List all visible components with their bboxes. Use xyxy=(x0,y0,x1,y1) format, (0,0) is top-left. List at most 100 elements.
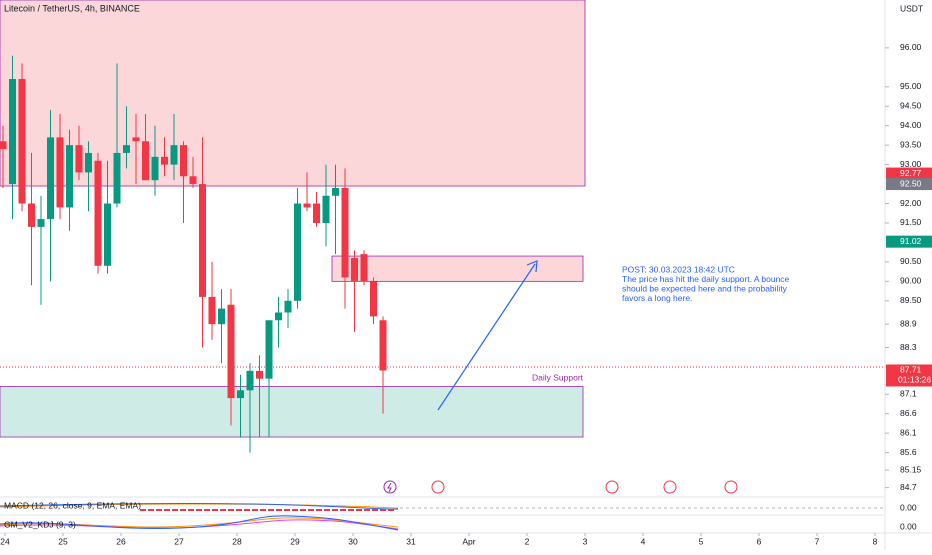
candle-body xyxy=(94,160,102,266)
candle-body xyxy=(142,141,149,181)
candle-body xyxy=(18,78,26,204)
y-tick-label: 88.3 xyxy=(900,342,917,352)
candle-body xyxy=(379,320,387,371)
candle-body xyxy=(9,78,16,185)
y-tick-label: 94.50 xyxy=(900,100,922,110)
candle-body xyxy=(284,300,292,313)
candle-body xyxy=(294,203,301,301)
x-tick-label: 7 xyxy=(815,536,820,546)
y-tick-label: 93.00 xyxy=(900,159,922,169)
x-tick-label: Apr xyxy=(462,536,475,546)
candle-body xyxy=(227,304,235,399)
candle-body xyxy=(75,145,83,173)
candle-body xyxy=(351,258,358,282)
candle-body xyxy=(37,219,45,227)
candle-body xyxy=(28,203,35,227)
candle-body xyxy=(170,145,178,165)
candle-body xyxy=(113,152,121,204)
price-tag-label: 92.77 xyxy=(900,168,922,178)
y-tick-label: 84.7 xyxy=(900,482,917,492)
price-tag xyxy=(886,364,932,387)
post-text: favors a long here. xyxy=(622,293,692,303)
support-label: Daily Support xyxy=(532,372,584,382)
y-tick-label: 88.9 xyxy=(900,318,917,328)
candle-body xyxy=(199,184,206,297)
post-text: should be expected here and the probabil… xyxy=(622,283,788,293)
y-tick-label: 90.00 xyxy=(900,276,922,286)
candle-body xyxy=(180,145,187,177)
candle-body xyxy=(256,370,263,379)
candle-body xyxy=(275,312,282,321)
y-tick-label: 92.00 xyxy=(900,198,922,208)
x-tick-label: 25 xyxy=(58,536,68,546)
zone xyxy=(0,386,584,438)
x-tick-label: 4 xyxy=(641,536,646,546)
candle-body xyxy=(237,390,244,399)
x-tick-label: 5 xyxy=(699,536,704,546)
candle-body xyxy=(66,145,73,208)
y-tick-label: 94.00 xyxy=(900,120,922,130)
candle-body xyxy=(360,254,368,282)
candle-body xyxy=(123,145,130,153)
countdown: 01:13:26 xyxy=(898,375,931,385)
price-tag xyxy=(886,167,932,180)
currency-label: USDT xyxy=(900,3,923,13)
candle-body xyxy=(218,308,225,325)
candle-body xyxy=(303,203,311,208)
candle-body xyxy=(104,203,111,266)
candle-body xyxy=(85,152,92,173)
event-flag[interactable] xyxy=(605,480,619,494)
price-tag-label: 91.02 xyxy=(900,236,922,246)
x-tick-label: 6 xyxy=(757,536,762,546)
candle-body xyxy=(332,187,339,196)
candle-body xyxy=(322,195,330,223)
y-tick-label: 86.6 xyxy=(900,408,917,418)
arrow-head xyxy=(526,260,538,273)
x-tick-label: 27 xyxy=(174,536,184,546)
event-flag[interactable] xyxy=(431,480,445,494)
candle-body xyxy=(47,137,54,220)
y-tick-label: 91.50 xyxy=(900,217,922,227)
x-tick-label: 29 xyxy=(290,536,300,546)
x-tick-label: 24 xyxy=(0,536,10,546)
candle-body xyxy=(246,370,254,391)
indicator-label: GM_V2_KDJ (9, 3) xyxy=(4,519,76,529)
y-tick-label: 90.50 xyxy=(900,256,922,266)
indicator-value: 0.00 xyxy=(900,521,917,531)
candle-body xyxy=(151,156,159,181)
indicator-value: 0.00 xyxy=(900,502,917,512)
kdj-j xyxy=(0,515,399,531)
candle-body xyxy=(56,137,64,208)
indicator-label: MACD (12, 26, close, 9, EMA, EMA) xyxy=(4,500,141,510)
candle-body xyxy=(132,137,140,142)
x-tick-label: 8 xyxy=(873,536,878,546)
price-tag-label: 87.71 xyxy=(900,365,922,375)
price-tag xyxy=(886,235,932,248)
y-tick-label: 85.15 xyxy=(900,464,922,474)
event-icon[interactable] xyxy=(383,480,397,494)
candle-body xyxy=(208,296,216,325)
x-tick-label: 28 xyxy=(232,536,242,546)
candle-body xyxy=(0,141,7,150)
candle-body xyxy=(341,187,349,278)
candle-body xyxy=(370,281,377,317)
y-tick-label: 89.50 xyxy=(900,295,922,305)
zone xyxy=(331,255,584,282)
event-flags xyxy=(431,480,738,494)
y-tick-label: 95.00 xyxy=(900,81,922,91)
price-tag-label: 92.50 xyxy=(900,178,922,188)
event-flag[interactable] xyxy=(724,480,738,494)
candle-body xyxy=(161,156,168,165)
event-bolt xyxy=(387,482,392,493)
candle-body xyxy=(189,176,197,185)
event-flag[interactable] xyxy=(663,480,677,494)
arrow-line xyxy=(437,263,536,411)
y-tick-label: 96.00 xyxy=(900,42,922,52)
candle-body xyxy=(313,203,320,223)
x-tick-label: 30 xyxy=(348,536,358,546)
kdj-d xyxy=(0,519,399,530)
post-text: The price has hit the daily support. A b… xyxy=(622,274,790,284)
x-tick-label: 26 xyxy=(116,536,126,546)
post-text: POST: 30.03.2023 18:42 UTC xyxy=(622,264,735,274)
